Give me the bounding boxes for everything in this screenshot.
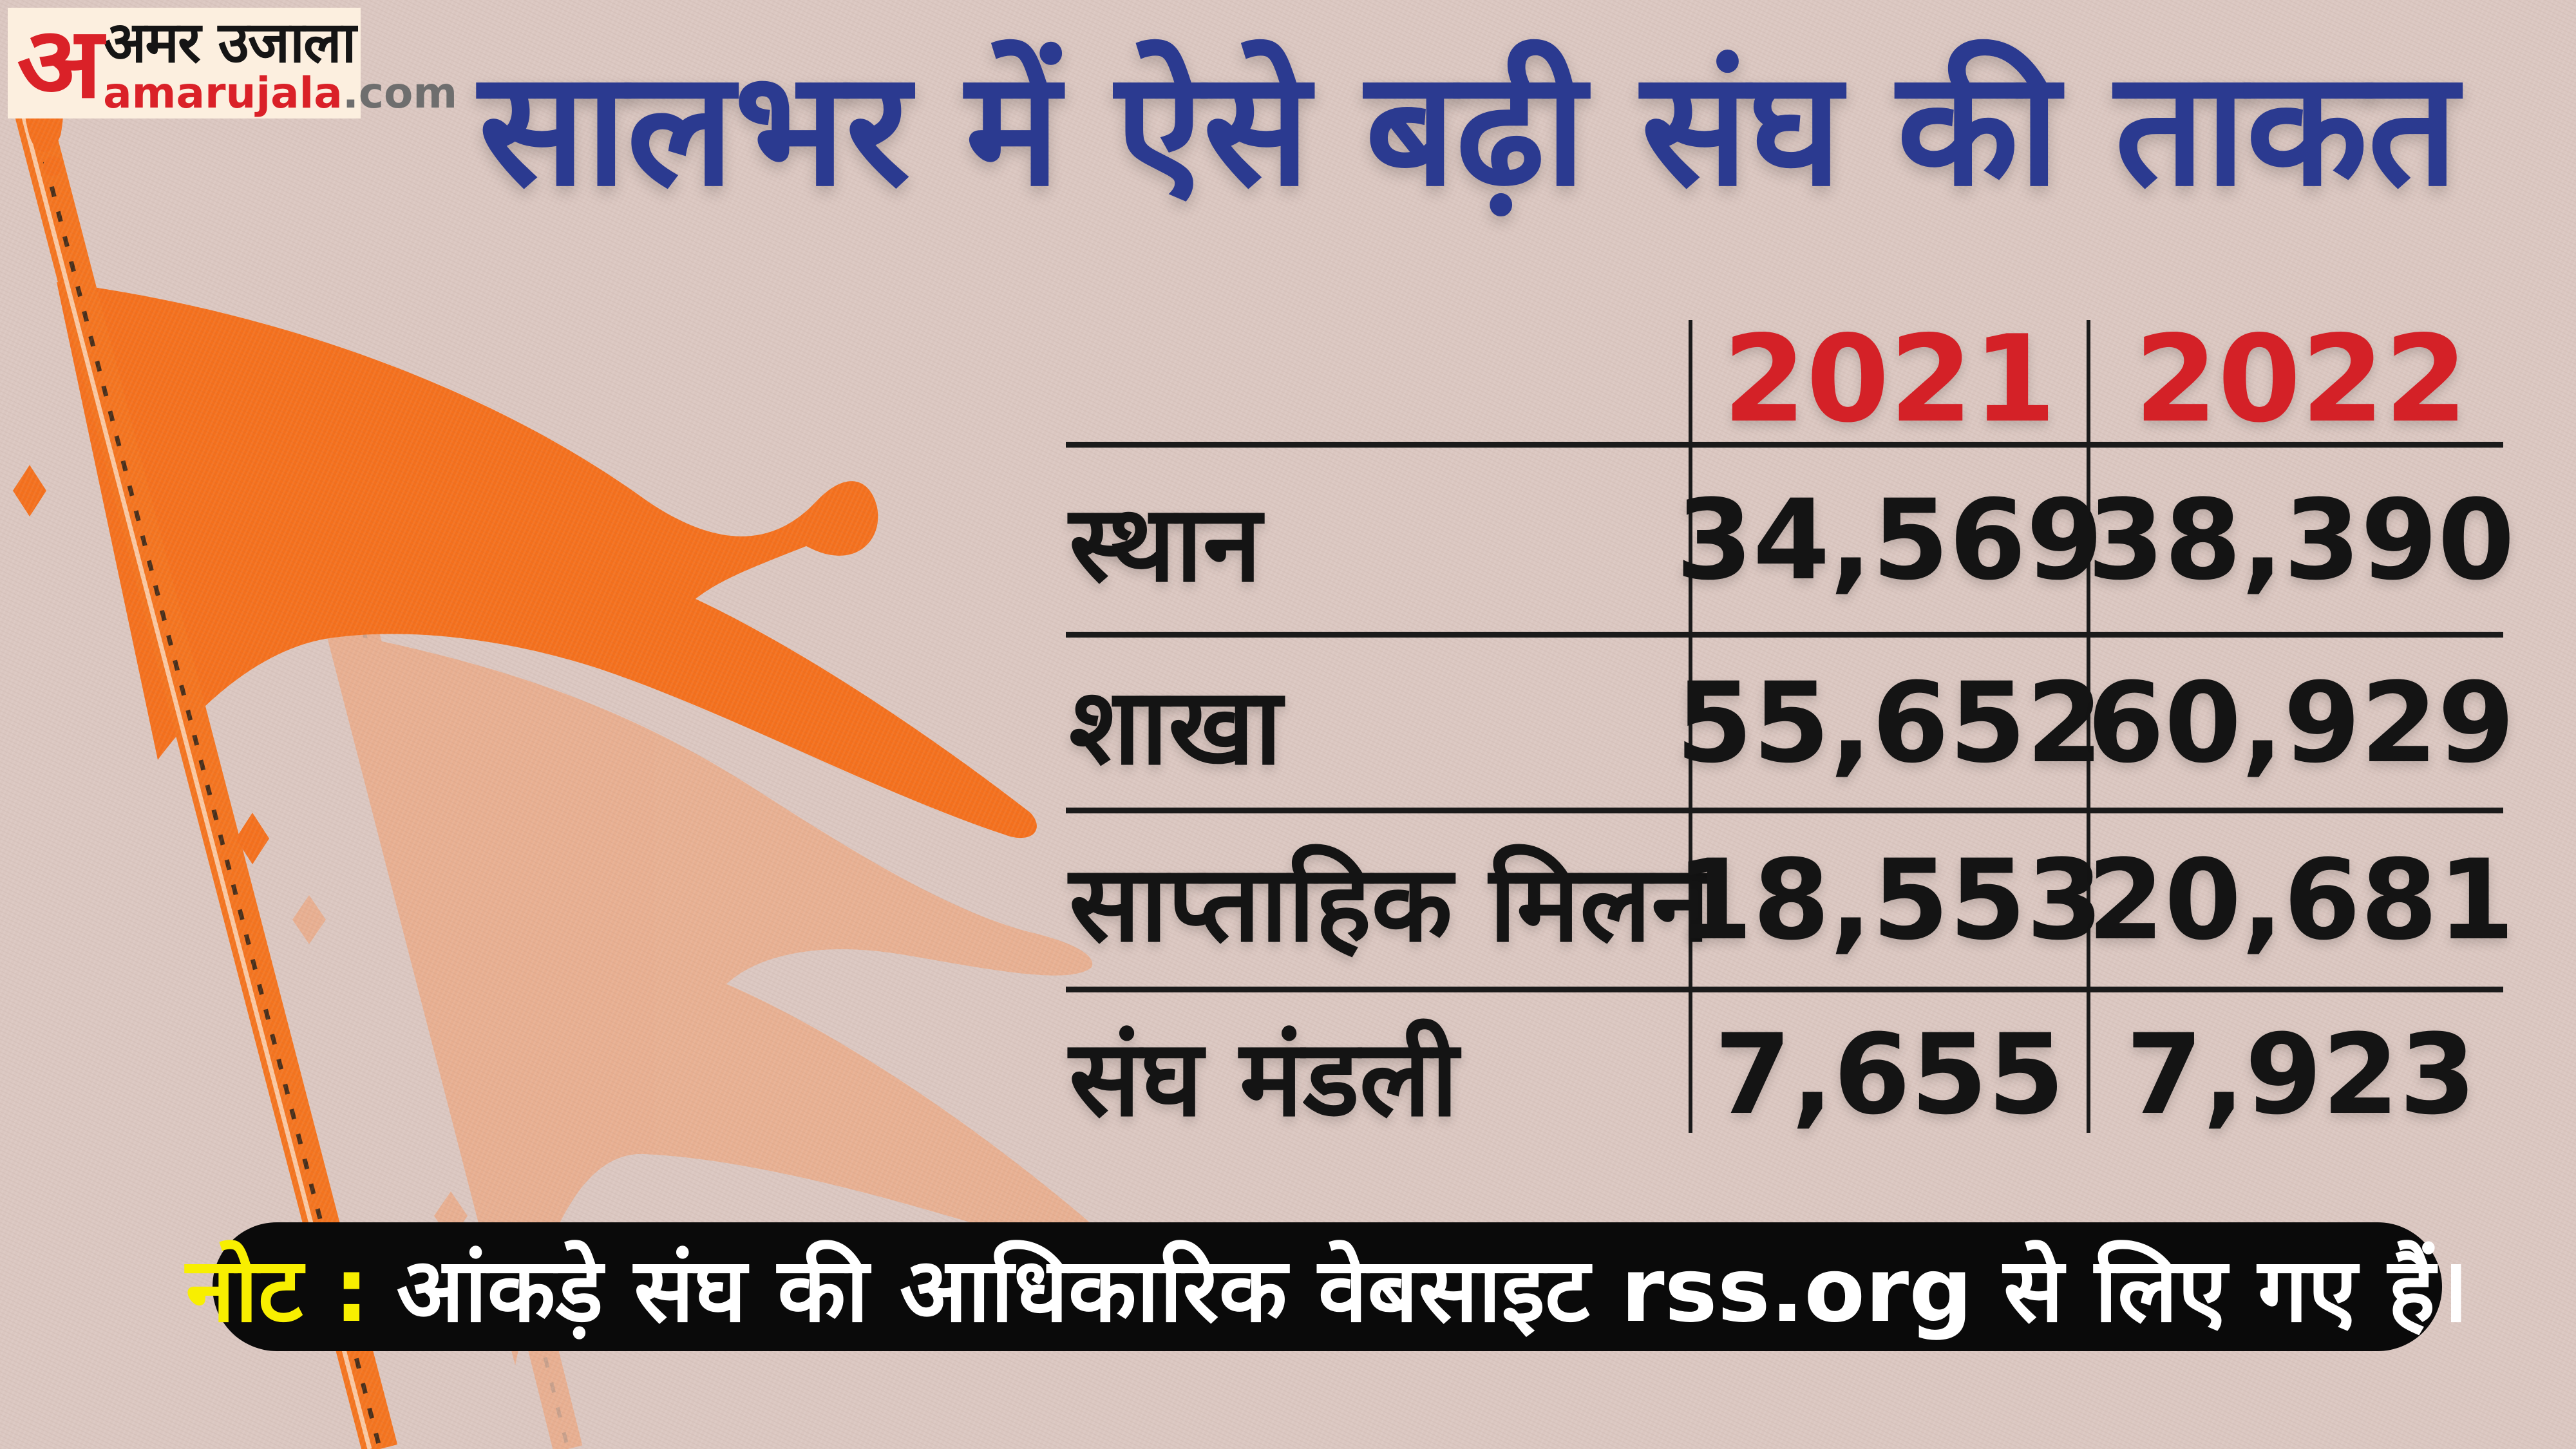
row-label: स्थान: [1069, 482, 1262, 605]
spear-knot-icon: [43, 156, 62, 176]
pendant-icon: [13, 465, 46, 516]
column-header-2022: 2022: [2134, 308, 2468, 449]
source-note-banner: नोट : आंकड़े संघ की आधिकारिक वेबसाइट rss…: [185, 1222, 2469, 1351]
table-divider-vertical: [1689, 320, 1692, 1133]
table-divider-horizontal: [1066, 987, 2503, 992]
row-label: संघ मंडली: [1069, 1016, 1459, 1140]
row-value-2022: 7,923: [2125, 1009, 2477, 1139]
table-divider-horizontal: [1066, 808, 2503, 813]
column-header-2021: 2021: [1723, 308, 2056, 449]
row-value-2022: 38,390: [2087, 475, 2515, 605]
row-value-2021: 7,655: [1714, 1009, 2065, 1139]
row-value-2021: 34,569: [1676, 475, 2103, 605]
pendant-icon: [236, 813, 269, 864]
logo-site-red: amarujala: [103, 68, 343, 118]
logo-site-url: amarujala.com: [103, 72, 457, 115]
faded-pendant-icon: [292, 895, 326, 944]
note-prefix: नोट :: [185, 1238, 370, 1342]
amar-ujala-logo: अ अमर उजाला amarujala.com: [8, 6, 457, 120]
saffron-flag-cloth: [57, 282, 1037, 838]
table-divider-horizontal: [1066, 442, 2503, 448]
row-label: शाखा: [1069, 665, 1282, 788]
logo-mark-icon: अ: [17, 6, 103, 120]
row-value-2021: 18,553: [1676, 835, 2103, 965]
logo-site-gray: .com: [342, 68, 458, 118]
saffron-flag: [8, 19, 1037, 1449]
row-label: साप्ताहिक मिलन: [1069, 842, 1710, 965]
note-text: आंकड़े संघ की आधिकारिक वेबसाइट rss.org स…: [396, 1238, 2469, 1342]
row-value-2021: 55,652: [1676, 658, 2103, 788]
row-value-2022: 60,929: [2087, 658, 2515, 788]
logo-brand-name: अमर उजाला: [103, 9, 356, 75]
row-value-2022: 20,681: [2087, 835, 2515, 965]
page-title: सालभर में ऐसे बढ़ी संघ की ताकत: [478, 37, 2458, 222]
table-divider-horizontal: [1066, 632, 2503, 638]
table-divider-vertical: [2087, 320, 2090, 1133]
faded-flag-cloth: [325, 630, 1105, 1365]
